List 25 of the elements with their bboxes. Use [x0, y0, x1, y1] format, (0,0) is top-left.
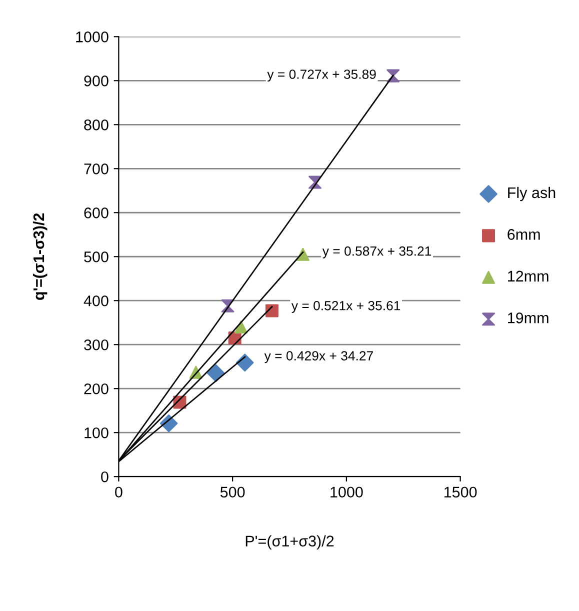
- y-tick-label: 100: [84, 427, 108, 438]
- y-tick-label: 700: [84, 164, 108, 174]
- y-tick-label: 1000: [76, 32, 108, 42]
- y-tick-label: 900: [84, 76, 108, 86]
- x-tick-label: 0: [115, 486, 122, 498]
- legend-label: 12mm: [508, 270, 548, 282]
- legend-label: Fly ash: [508, 186, 556, 202]
- y-tick-label: 600: [84, 207, 108, 218]
- y-tick-label: 200: [84, 383, 108, 394]
- annotation: y = 0.727x + 35.89: [267, 70, 376, 82]
- x-tick-label: 1500: [444, 486, 477, 498]
- x-tick-label: 500: [220, 486, 245, 498]
- legend-label: 6mm: [508, 229, 540, 240]
- y-tick-label: 0: [101, 471, 108, 482]
- annotation: y = 0.521x + 35.61: [291, 300, 400, 313]
- x-axis-title: P'=(σ1+σ3)/2: [246, 535, 334, 550]
- x-tick-label: 1000: [330, 486, 363, 498]
- y-tick-label: 500: [84, 251, 108, 262]
- y-axis-title: q'=(σ1-σ3)/2: [32, 213, 48, 300]
- annotation: y = 0.587x + 35.21: [322, 246, 432, 258]
- y-tick-label: 400: [84, 295, 108, 306]
- annotation: y = 0.429x + 34.27: [264, 351, 373, 364]
- y-tick-label: 300: [84, 339, 108, 350]
- legend-label: 19mm: [508, 312, 548, 324]
- y-tick-label: 800: [84, 120, 108, 130]
